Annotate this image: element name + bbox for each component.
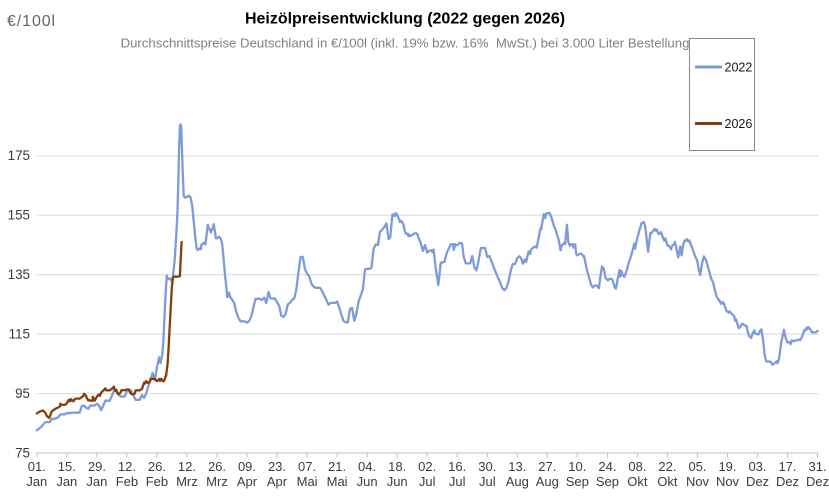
svg-text:Aug: Aug [536,474,559,489]
svg-text:30.: 30. [478,459,496,474]
svg-text:Dez: Dez [746,474,769,489]
svg-text:05.: 05. [688,459,706,474]
svg-text:19.: 19. [718,459,736,474]
svg-text:Jun: Jun [357,474,378,489]
svg-text:Jun: Jun [387,474,408,489]
svg-text:Okt: Okt [627,474,648,489]
svg-text:23.: 23. [268,459,286,474]
svg-text:Sep: Sep [566,474,589,489]
svg-text:13.: 13. [508,459,526,474]
svg-text:12.: 12. [178,459,196,474]
svg-text:12.: 12. [118,459,136,474]
svg-text:Okt: Okt [657,474,678,489]
svg-text:07.: 07. [298,459,316,474]
svg-text:Sep: Sep [596,474,619,489]
svg-text:Jan: Jan [86,474,107,489]
svg-text:2026: 2026 [725,117,753,131]
svg-text:Nov: Nov [716,474,740,489]
svg-text:03.: 03. [748,459,766,474]
svg-text:135: 135 [8,267,30,282]
svg-text:Heizölpreisentwicklung (2022 g: Heizölpreisentwicklung (2022 gegen 2026) [245,11,565,28]
svg-text:24.: 24. [598,459,616,474]
svg-text:01.: 01. [28,459,46,474]
svg-text:Nov: Nov [686,474,710,489]
svg-text:175: 175 [8,148,30,163]
svg-text:Apr: Apr [237,474,258,489]
svg-text:2022: 2022 [725,60,753,74]
svg-text:31.: 31. [809,459,827,474]
svg-text:75: 75 [15,445,30,460]
svg-text:Jul: Jul [419,474,436,489]
svg-text:26.: 26. [148,459,166,474]
svg-text:Mrz: Mrz [206,474,228,489]
svg-text:Mai: Mai [327,474,348,489]
svg-text:04.: 04. [358,459,376,474]
svg-text:08.: 08. [628,459,646,474]
svg-text:Mai: Mai [297,474,318,489]
svg-text:Feb: Feb [116,474,138,489]
svg-text:10.: 10. [568,459,586,474]
svg-text:Jan: Jan [56,474,77,489]
svg-text:27.: 27. [538,459,556,474]
svg-text:Mrz: Mrz [176,474,198,489]
svg-text:18.: 18. [388,459,406,474]
svg-text:95: 95 [15,386,30,401]
svg-text:29.: 29. [88,459,106,474]
svg-text:Dez: Dez [776,474,799,489]
svg-text:09.: 09. [238,459,256,474]
svg-text:Jul: Jul [479,474,496,489]
svg-text:16.: 16. [448,459,466,474]
svg-text:Jul: Jul [449,474,466,489]
svg-text:Aug: Aug [506,474,529,489]
svg-text:02.: 02. [418,459,436,474]
svg-text:22.: 22. [658,459,676,474]
svg-text:15.: 15. [58,459,76,474]
svg-text:€/100l: €/100l [7,13,56,30]
svg-text:17.: 17. [778,459,796,474]
svg-text:155: 155 [8,208,30,223]
svg-text:Feb: Feb [146,474,168,489]
svg-text:Durchschnittspreise Deutschlan: Durchschnittspreise Deutschland in €/100… [121,35,690,50]
svg-text:26.: 26. [208,459,226,474]
svg-text:21.: 21. [328,459,346,474]
svg-text:Jan: Jan [26,474,47,489]
svg-text:Dez: Dez [806,474,829,489]
svg-text:Apr: Apr [267,474,288,489]
svg-text:115: 115 [9,326,30,341]
